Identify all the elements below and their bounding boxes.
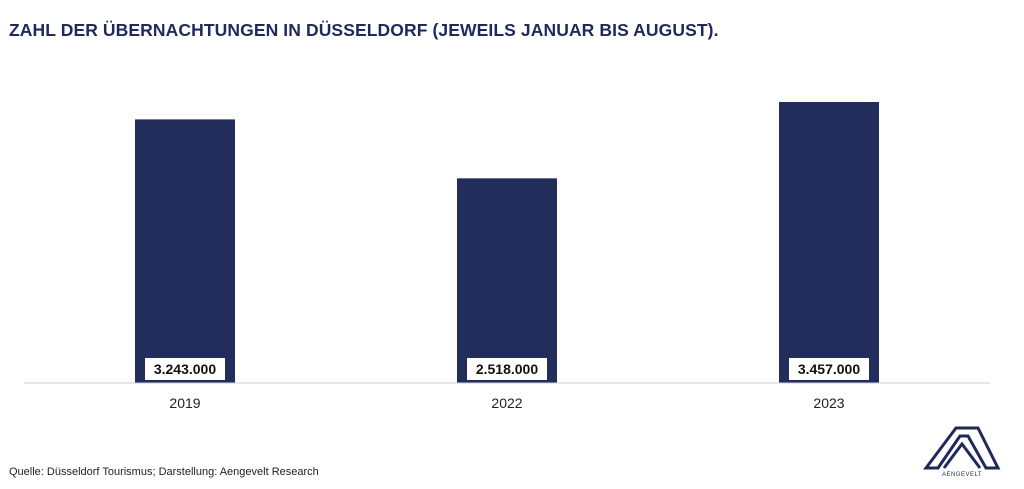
bar-2019 — [135, 119, 235, 384]
data-label: 2.518.000 — [476, 361, 538, 377]
value-label-box — [145, 358, 225, 380]
data-label: 3.243.000 — [154, 361, 216, 377]
logo-wordmark: AENGEVELT — [941, 472, 983, 478]
value-label-box — [467, 358, 547, 380]
x-tick-label: 2023 — [813, 395, 844, 411]
aengevelt-logo — [923, 426, 1001, 470]
bar-2023 — [779, 102, 879, 383]
bar-chart: 3.243.000 2019 2.518.000 2022 3.457.000 2023 — [24, 102, 990, 411]
value-label-box — [789, 358, 869, 380]
chart-title: ZAHL DER ÜBERNACHTUNGEN IN DÜSSELDORF (J… — [9, 20, 719, 40]
x-tick-label: 2019 — [169, 395, 200, 411]
bar-2022 — [457, 178, 557, 383]
data-label: 3.457.000 — [798, 361, 860, 377]
x-tick-label: 2022 — [491, 395, 522, 411]
source-note: Quelle: Düsseldorf Tourismus; Darstellun… — [9, 466, 319, 478]
